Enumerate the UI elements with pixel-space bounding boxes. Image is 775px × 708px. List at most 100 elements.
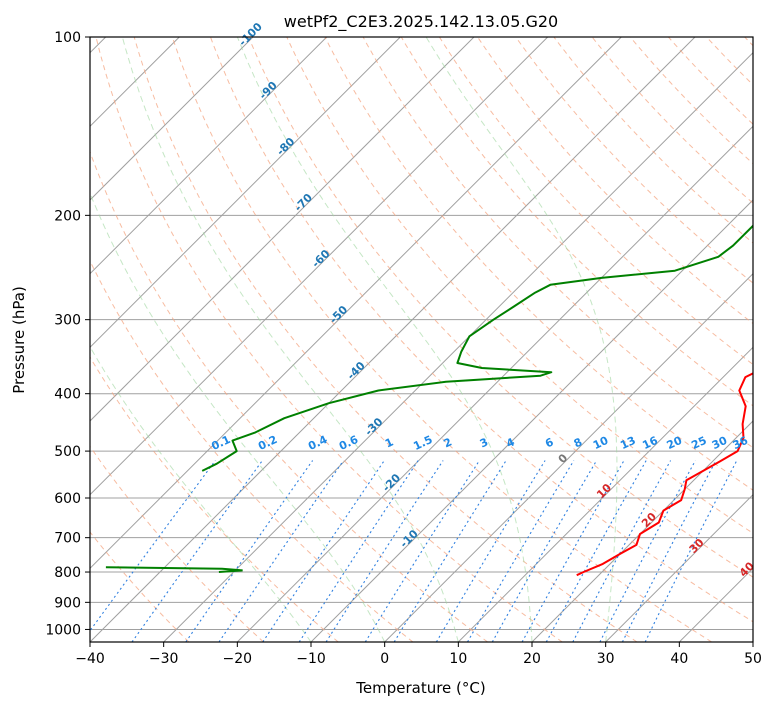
mixing-ratio-label: 16: [640, 434, 660, 452]
isotherm-label: -50: [327, 303, 350, 326]
isotherm-line: [384, 272, 753, 642]
dry-adiabat-line: [324, 37, 753, 491]
y-axis-title: Pressure (hPa): [10, 286, 28, 394]
moist-adiabat-line: [121, 37, 459, 642]
mixing-ratio-label: 30: [710, 434, 730, 452]
x-tick-label: −40: [75, 651, 105, 667]
isotherm-label: -70: [292, 191, 315, 214]
y-tick-label: 300: [54, 313, 81, 329]
isotherm-line: [236, 125, 753, 642]
isotherm-line: [752, 641, 753, 642]
mixing-ratio-line: [572, 460, 672, 642]
isotherm-line: [90, 37, 549, 496]
y-tick-label: 600: [54, 491, 81, 507]
mixing-ratio-label: 8: [572, 435, 584, 450]
x-tick-label: −10: [296, 651, 326, 667]
dry-adiabat-line: [706, 37, 753, 86]
isotherm-line: [457, 346, 753, 642]
mixing-ratio-label: 25: [689, 434, 708, 452]
dry-adiabat-line: [438, 37, 753, 366]
x-tick-label: 20: [523, 651, 541, 667]
isotherm-line: [90, 37, 254, 201]
y-tick-label: 400: [54, 387, 81, 403]
dry-adiabat-line: [591, 37, 753, 204]
y-tick-label: 100: [54, 30, 81, 46]
x-tick-label: 40: [670, 651, 688, 667]
mixing-ratio-label: 0.2: [256, 433, 279, 453]
dry-adiabat-line: [400, 37, 753, 407]
mixing-ratio-line: [644, 460, 738, 642]
isotherm-label: -100: [236, 20, 265, 49]
isotherm-line: [90, 37, 622, 570]
chart-title: wetPf2_C2E3.2025.142.13.05.G20: [284, 12, 558, 32]
dry-adiabat-line: [553, 37, 753, 244]
profile-lines: [105, 224, 753, 577]
x-tick-label: −30: [149, 651, 179, 667]
isotherm-line: [90, 37, 401, 349]
x-tick-label: 10: [449, 651, 467, 667]
dry-adiabat-line: [286, 37, 753, 534]
isotherm-line: [163, 51, 753, 642]
isotherm-label: -10: [398, 527, 421, 550]
dry-adiabat-line: [133, 37, 638, 642]
y-tick-label: 800: [54, 565, 81, 581]
dry-adiabat-line: [515, 37, 753, 284]
mixing-ratio-line: [298, 460, 419, 642]
mixing-ratio-label: 0.4: [306, 433, 329, 453]
moist-adiabat-line: [90, 191, 386, 642]
moist-adiabat-label: 40: [737, 559, 757, 579]
mixing-ratio-line: [185, 460, 314, 642]
dry-adiabat-line: [90, 356, 339, 642]
mixing-ratio-line: [262, 460, 385, 642]
isotherm-label: -60: [309, 247, 332, 270]
mixing-ratio-label: 0.1: [209, 433, 232, 453]
x-axis-ticks: −40 −30 −20 −10 0 10 20 30 40 50: [75, 642, 762, 667]
isotherm-label: -40: [345, 359, 368, 382]
mixing-ratio-label: 10: [591, 434, 611, 452]
mixing-ratio-line: [131, 460, 263, 642]
mixing-ratio-label: 6: [543, 435, 556, 450]
mixing-ratio-line: [599, 460, 696, 642]
mixing-ratio-line: [90, 460, 216, 632]
x-tick-label: −20: [223, 651, 253, 667]
dry-adiabat-line: [744, 37, 753, 47]
x-tick-label: 0: [380, 651, 389, 667]
dry-adiabat-line: [90, 259, 414, 642]
mixing-ratio-label: 0.6: [337, 433, 360, 453]
moist-adiabat-label: 30: [687, 536, 707, 556]
x-tick-label: 30: [597, 651, 615, 667]
isotherm-line: [531, 420, 753, 642]
x-axis-title: Temperature (°C): [355, 679, 485, 697]
isotherm-line: [310, 199, 753, 642]
mixing-ratio-line: [467, 460, 575, 642]
dewpoint-profile: [201, 224, 753, 472]
temperature-profile: [576, 372, 753, 577]
dry-adiabat-line: [362, 37, 753, 449]
plot-frame: [89, 36, 754, 643]
isotherm-label: -30: [362, 415, 385, 438]
y-tick-label: 200: [54, 208, 81, 224]
y-tick-label: 1000: [45, 622, 81, 638]
isotherm-line: [90, 37, 475, 422]
mixing-ratio-label: 20: [665, 434, 685, 452]
mixing-ratio-line: [491, 460, 598, 642]
dry-adiabat-line: [90, 531, 190, 642]
y-tick-label: 900: [54, 595, 81, 611]
moist-adiabat-line: [90, 345, 312, 642]
dewpoint-profile-low: [105, 566, 243, 573]
isotherm-line: [605, 493, 753, 642]
mixing-ratio-label: 36: [731, 434, 751, 452]
mixing-ratio-line: [621, 460, 717, 642]
isotherm-line: [90, 37, 696, 642]
x-tick-label: 50: [744, 651, 762, 667]
dry-adiabat-line: [95, 37, 563, 642]
line-labels: 0.1 0.2 0.4 0.6 1 1.5 2 3 4 6 8 10 13 16 20 25 30 36-100-…: [209, 20, 757, 580]
mixing-ratio-line: [393, 460, 507, 642]
isotherm-label: -20: [380, 471, 403, 494]
mixing-ratio-label: 1.5: [411, 433, 434, 453]
moist-adiabat-line: [236, 37, 533, 642]
mixing-ratio-line: [435, 460, 546, 642]
mixing-ratio-label: 13: [618, 434, 637, 452]
